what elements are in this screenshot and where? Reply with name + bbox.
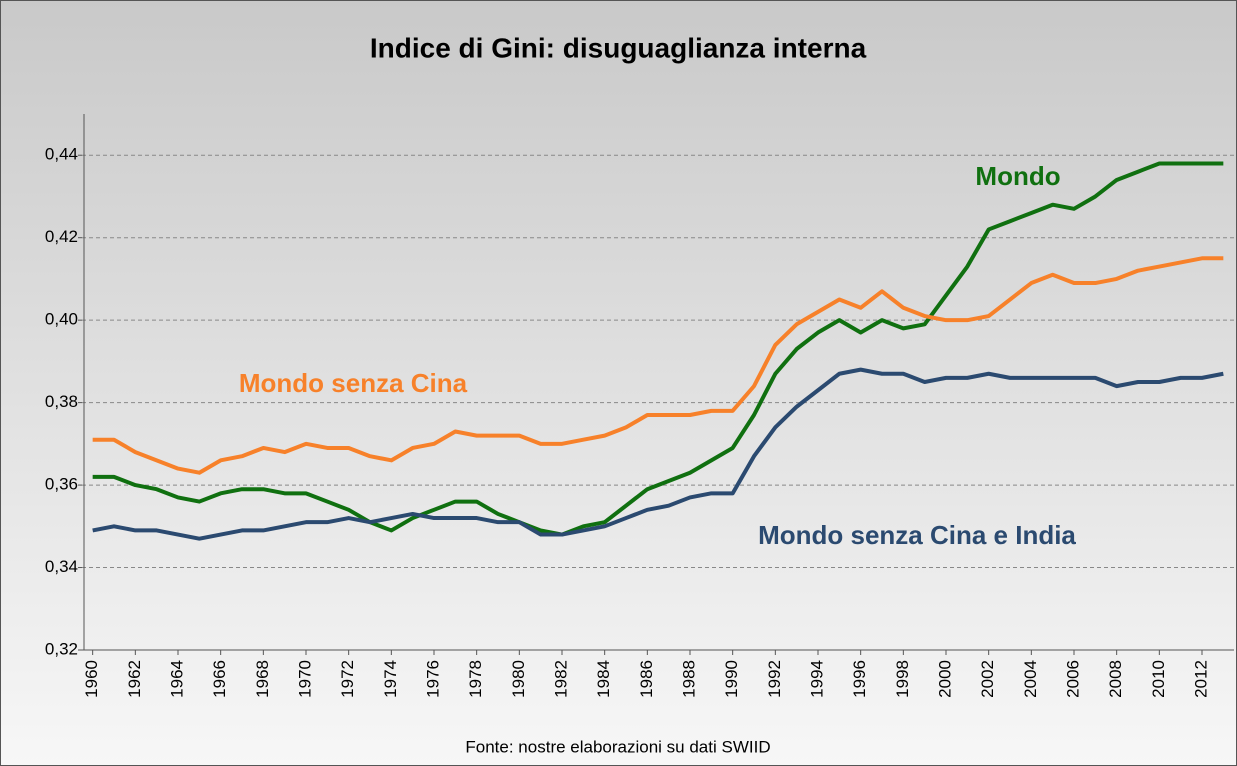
y-tick-label: 0,42 <box>45 227 78 246</box>
x-tick-label: 2010 <box>1149 660 1168 698</box>
series-label: Mondo <box>975 161 1060 191</box>
x-tick-label: 2006 <box>1063 660 1082 698</box>
x-tick-label: 1960 <box>82 660 101 698</box>
x-tick-label: 1982 <box>551 660 570 698</box>
x-tick-label: 1996 <box>850 660 869 698</box>
x-tick-label: 2000 <box>935 660 954 698</box>
x-tick-label: 2008 <box>1106 660 1125 698</box>
x-tick-label: 1986 <box>637 660 656 698</box>
x-tick-label: 1972 <box>338 660 357 698</box>
x-tick-label: 1962 <box>125 660 144 698</box>
source-note: Fonte: nostre elaborazioni su dati SWIID <box>465 737 770 756</box>
x-tick-label: 2004 <box>1021 660 1040 698</box>
x-tick-label: 1988 <box>679 660 698 698</box>
x-tick-label: 2002 <box>978 660 997 698</box>
series-label: Mondo senza Cina e India <box>758 520 1076 550</box>
x-tick-label: 1964 <box>167 660 186 698</box>
x-tick-label: 1984 <box>594 660 613 698</box>
x-tick-label: 1992 <box>765 660 784 698</box>
y-tick-label: 0,44 <box>45 145 78 164</box>
y-tick-label: 0,40 <box>45 310 78 329</box>
chart-title: Indice di Gini: disuguaglianza interna <box>370 32 867 63</box>
series-line <box>92 367 1224 541</box>
x-tick-label: 1978 <box>466 660 485 698</box>
x-tick-label: 1994 <box>807 660 826 698</box>
x-tick-label: 1998 <box>893 660 912 698</box>
y-tick-label: 0,38 <box>45 392 78 411</box>
x-tick-label: 1970 <box>295 660 314 698</box>
series-label: Mondo senza Cina <box>239 368 468 398</box>
x-tick-label: 1966 <box>210 660 229 698</box>
series-line <box>92 161 1224 537</box>
series-line <box>92 256 1224 475</box>
x-tick-label: 1990 <box>722 660 741 698</box>
y-tick-label: 0,34 <box>45 557 78 576</box>
x-tick-label: 1980 <box>509 660 528 698</box>
y-tick-label: 0,36 <box>45 475 78 494</box>
y-tick-label: 0,32 <box>45 639 78 658</box>
x-tick-label: 1968 <box>253 660 272 698</box>
x-tick-label: 1976 <box>423 660 442 698</box>
x-tick-label: 2012 <box>1191 660 1210 698</box>
x-tick-label: 1974 <box>381 660 400 698</box>
